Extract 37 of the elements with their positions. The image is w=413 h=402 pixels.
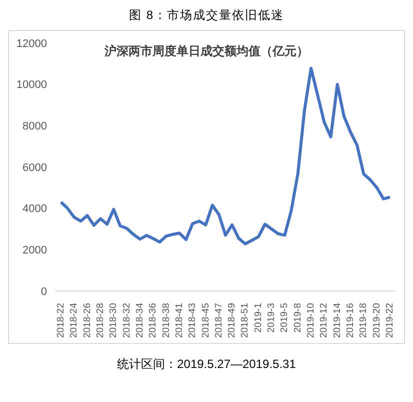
- x-tick-label: 2019-14: [332, 303, 343, 338]
- x-tick-label: 2018-36: [148, 303, 159, 338]
- x-tick-label: 2018-28: [94, 303, 106, 338]
- x-tick-label: 2018-41: [174, 303, 185, 338]
- x-tick-label: 2019-3: [266, 303, 278, 333]
- x-tick-label: 2018-45: [200, 303, 212, 338]
- y-tick-label: 6000: [22, 162, 47, 174]
- x-tick-label: 2018-32: [121, 303, 132, 338]
- chart-title: 图 8：市场成交量依旧低迷: [128, 8, 285, 24]
- x-tick-label: 2019-20: [371, 303, 382, 338]
- x-tick-label: 2019-10: [306, 303, 317, 338]
- chart-subtitle: 沪深两市周度单日成交额均值（亿元）: [104, 44, 308, 58]
- y-tick-label: 12000: [16, 38, 47, 50]
- x-tick-label: 2018-30: [108, 303, 120, 338]
- y-tick-label: 0: [40, 286, 47, 298]
- x-tick-label: 2019-16: [345, 303, 356, 338]
- x-tick-label: 2018-22: [56, 303, 66, 338]
- x-tick-label: 2019-18: [358, 303, 370, 338]
- x-tick-label: 2019-1: [252, 303, 264, 333]
- y-tick-label: 2000: [22, 244, 47, 257]
- x-tick-label: 2018-47: [213, 303, 224, 338]
- x-tick-label: 2019-12: [318, 303, 330, 338]
- x-tick-label: 2018-49: [226, 303, 238, 338]
- x-tick-label: 2018-38: [160, 303, 172, 338]
- x-tick-label: 2018-51: [240, 303, 251, 338]
- x-tick-label: 2018-26: [82, 303, 93, 338]
- text: 统计区间：2019.5.27—2019.5.31: [116, 356, 297, 373]
- line-series: [60, 66, 392, 246]
- x-tick-label: 2019-5: [279, 303, 290, 333]
- x-tick-label: 2018-43: [187, 303, 198, 338]
- y-tick-label: 4000: [22, 203, 47, 216]
- x-tick-label: 2019-22: [384, 303, 396, 338]
- x-tick-label: 2018-34: [134, 303, 146, 338]
- x-tick-label: 2018-24: [68, 303, 80, 338]
- y-tick-label: 8000: [22, 120, 47, 133]
- x-tick-label: 2019-8: [292, 303, 304, 333]
- y-tick-label: 10000: [16, 79, 47, 92]
